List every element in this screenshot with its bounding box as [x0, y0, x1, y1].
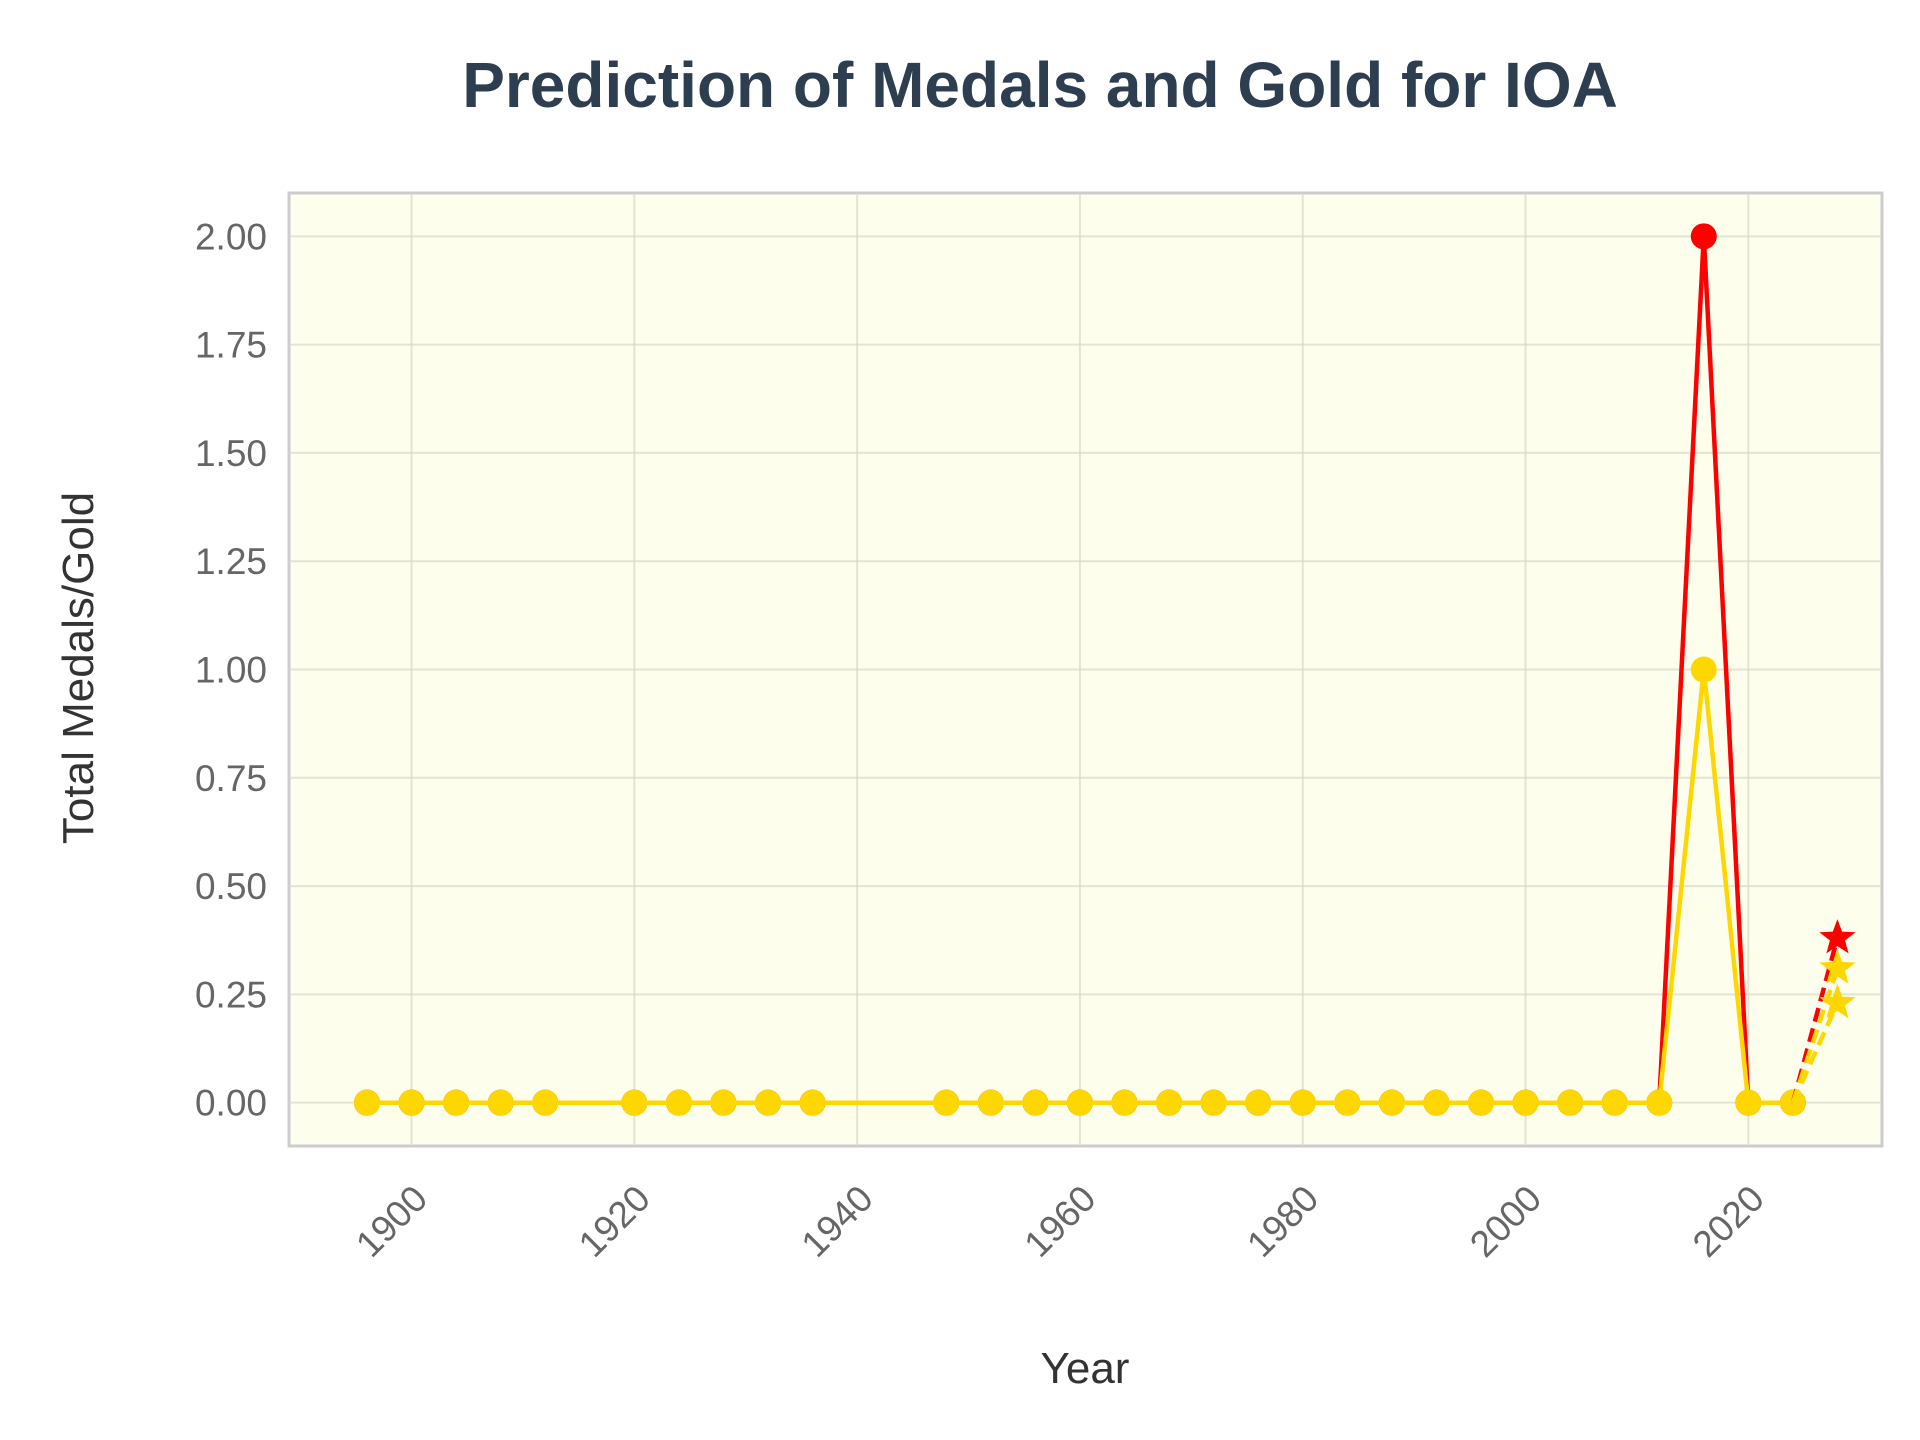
- data-point: [1066, 1089, 1093, 1116]
- grid-lines: [289, 193, 1882, 1146]
- series-historical-gold: [353, 656, 1806, 1116]
- data-point: [1156, 1089, 1183, 1116]
- prediction-point: [1819, 984, 1856, 1019]
- data-point: [1690, 223, 1717, 250]
- data-point: [621, 1089, 648, 1116]
- data-point: [1735, 1089, 1762, 1116]
- x-tick-label: 1960: [1016, 1178, 1103, 1265]
- prediction-point: [1819, 919, 1856, 954]
- data-point: [1423, 1089, 1450, 1116]
- data-point: [1334, 1089, 1361, 1116]
- series-line: [1790, 1002, 1840, 1104]
- y-tick-label: 1.75: [195, 325, 267, 366]
- data-point: [1467, 1089, 1494, 1116]
- x-tick-label: 1900: [348, 1178, 435, 1265]
- data-point: [443, 1089, 470, 1116]
- y-axis-label: Total Medals/Gold: [54, 492, 103, 844]
- y-tick-label: 1.50: [195, 433, 267, 474]
- series-line: [1790, 967, 1840, 1104]
- y-tick-label: 1.25: [195, 541, 267, 582]
- x-tick-label: 2000: [1462, 1178, 1549, 1265]
- x-tick-label: 2020: [1685, 1178, 1772, 1265]
- data-point: [755, 1089, 782, 1116]
- data-point: [1646, 1089, 1673, 1116]
- data-point: [398, 1089, 425, 1116]
- y-tick-label: 0.50: [195, 866, 267, 907]
- data-point: [1512, 1089, 1539, 1116]
- x-tick-label: 1920: [571, 1178, 658, 1265]
- x-tick-label: 1980: [1239, 1178, 1326, 1265]
- data-point: [1022, 1089, 1049, 1116]
- prediction-point: [1819, 949, 1856, 984]
- chart-title: Prediction of Medals and Gold for IOA: [462, 49, 1618, 121]
- data-point: [1200, 1089, 1227, 1116]
- data-point: [977, 1089, 1004, 1116]
- data-point: [933, 1089, 960, 1116]
- data-point: [532, 1089, 559, 1116]
- data-point: [1690, 656, 1717, 683]
- series-prediction-gold: [1790, 984, 1856, 1104]
- y-tick-label: 0.25: [195, 974, 267, 1015]
- y-tick-label: 1.00: [195, 650, 267, 691]
- series-prediction-gold-upper: [1790, 949, 1856, 1104]
- x-tick-label: 1940: [794, 1178, 881, 1265]
- data-point: [1289, 1089, 1316, 1116]
- series-layer: [353, 223, 1856, 1116]
- data-point: [487, 1089, 514, 1116]
- data-point: [710, 1089, 737, 1116]
- data-point: [1245, 1089, 1272, 1116]
- data-point: [353, 1089, 380, 1116]
- y-tick-label: 0.00: [195, 1083, 267, 1124]
- data-point: [1378, 1089, 1405, 1116]
- y-tick-label: 2.00: [195, 216, 267, 257]
- y-tick-label: 0.75: [195, 758, 267, 799]
- data-point: [1111, 1089, 1138, 1116]
- data-point: [665, 1089, 692, 1116]
- data-point: [1601, 1089, 1628, 1116]
- data-point: [799, 1089, 826, 1116]
- data-point: [1557, 1089, 1584, 1116]
- x-axis-label: Year: [1041, 1344, 1130, 1393]
